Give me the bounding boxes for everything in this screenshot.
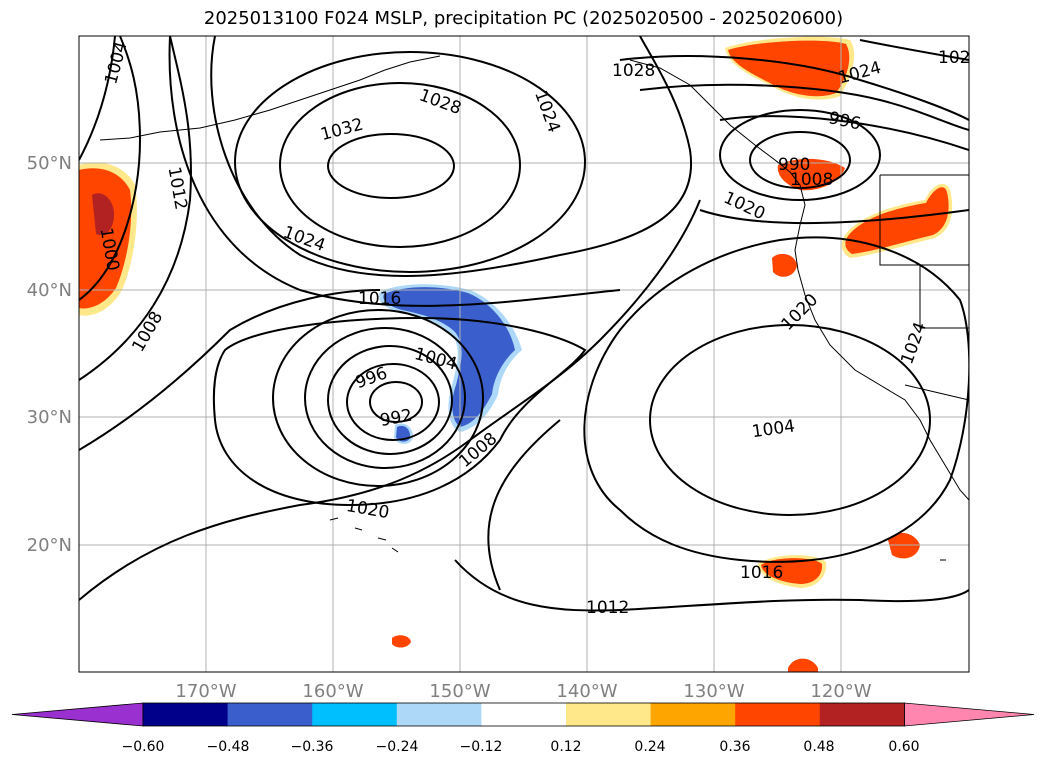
colorbar-tick-label: 0.12 [550, 739, 581, 755]
colorbar-tick-label: −0.36 [291, 739, 334, 755]
colorbar-extend-max [904, 702, 1035, 727]
lat-axis-labels: 50°N 40°N 30°N 20°N [27, 153, 72, 556]
colorbar-tick-label: −0.12 [460, 739, 503, 755]
isobar-label: 1028 [612, 61, 655, 81]
colorbar-segment [143, 703, 229, 726]
colorbar-segment [650, 703, 736, 726]
isobar-label: 1016 [740, 563, 783, 583]
precip-shading [79, 36, 953, 672]
colorbar-ticks: −0.60 −0.48 −0.36 −0.24 −0.12 0.12 0.24 … [122, 739, 920, 755]
lat-label: 50°N [27, 153, 72, 174]
colorbar-segment [481, 703, 567, 726]
map-title: 2025013100 F024 MSLP, precipitation PC (… [203, 8, 844, 29]
colorbar-tick-label: −0.24 [376, 739, 419, 755]
coastlines [99, 55, 969, 561]
colorbar-segment [396, 703, 482, 726]
isobar-label: 102 [938, 48, 970, 68]
isobar-label: 1016 [358, 289, 401, 309]
colorbar-segment [312, 703, 398, 726]
lon-axis-labels: 170°W 160°W 150°W 140°W 130°W 120°W [175, 681, 871, 702]
colorbar-segment [819, 703, 905, 726]
colorbar-tick-label: 0.36 [719, 739, 750, 755]
lon-label: 120°W [810, 681, 871, 702]
lon-label: 140°W [556, 681, 617, 702]
plot-frame [78, 35, 970, 673]
colorbar-segment [566, 703, 652, 726]
lon-label: 160°W [302, 681, 363, 702]
colorbar-segment [735, 703, 821, 726]
colorbar [11, 702, 1035, 727]
colorbar-tick-label: −0.48 [207, 739, 250, 755]
colorbar-tick-label: 0.48 [803, 739, 834, 755]
plot-area [79, 36, 969, 672]
lat-label: 40°N [27, 280, 72, 301]
isobar-label: 1012 [586, 598, 629, 618]
lon-label: 170°W [175, 681, 236, 702]
colorbar-extend-min [11, 702, 144, 727]
isobar-label: 990 [778, 155, 810, 175]
lat-label: 20°N [27, 535, 72, 556]
lat-label: 30°N [27, 407, 72, 428]
colorbar-tick-label: −0.60 [122, 739, 165, 755]
lon-label: 130°W [683, 681, 744, 702]
colorbar-outline [142, 702, 905, 727]
colorbar-tick-label: 0.60 [888, 739, 919, 755]
isobar-label: 1008 [790, 170, 833, 190]
lon-label: 150°W [429, 681, 490, 702]
colorbar-tick-label: 0.24 [634, 739, 665, 755]
colorbar-segment [227, 703, 313, 726]
isobars [79, 36, 969, 612]
